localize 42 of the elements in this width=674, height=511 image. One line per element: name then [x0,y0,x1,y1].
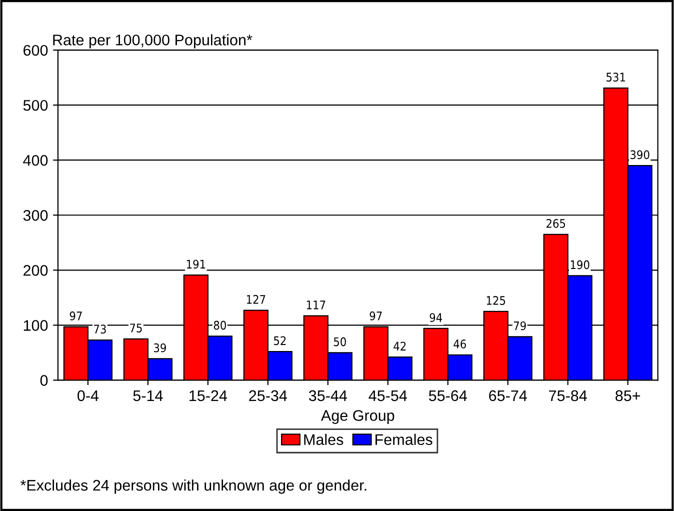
y-tick-label: 100 [24,320,48,331]
data-label: 42 [394,342,406,350]
x-tick-label: 45-54 [368,390,407,402]
y-tick-label: 500 [23,100,48,111]
y-tick-label: 300 [23,210,48,221]
data-label: 52 [274,336,286,346]
data-label: 79 [514,321,526,330]
data-label: 73 [94,324,106,334]
data-label: 97 [70,311,82,320]
data-label: 75 [130,324,142,332]
data-label: 265 [546,219,566,228]
x-tick-label: 65-74 [489,390,527,402]
data-label: 190 [570,260,590,270]
data-label: 50 [334,337,346,346]
x-tick-label: 55-64 [428,390,467,402]
y-tick-label: 400 [23,154,48,166]
data-label: 127 [246,294,266,304]
data-label: 531 [606,72,625,82]
x-tick-label: 85+ [616,390,640,402]
y-tick-label: 200 [24,265,48,276]
data-label: 117 [306,300,326,310]
x-tick-label: 25-34 [249,390,288,402]
x-tick-label: 0-4 [78,390,99,402]
text: *Excludes 24 persons with unknown age or gender. [20,479,366,494]
x-axis-title: Age Group [320,410,394,424]
y-tick-label: 0 [40,375,48,386]
x-tick-label: 75-84 [549,390,587,402]
data-label: 46 [454,339,466,348]
y-tick-label: 600 [24,44,48,56]
data-label: 97 [370,311,382,320]
x-tick-label: 15-24 [190,390,228,402]
data-label: 39 [154,343,166,352]
x-tick-label: 35-44 [308,390,347,402]
data-label: 125 [486,296,506,305]
legend-label: Males [304,434,344,446]
data-label: 94 [430,313,442,322]
data-label: 390 [630,150,650,160]
data-label: 80 [214,320,226,330]
y-axis-title: Rate per 100,000 Population* [53,34,252,48]
data-label: 191 [186,260,206,269]
legend-label: Females [376,434,432,446]
x-tick-label: 5-14 [133,390,163,402]
